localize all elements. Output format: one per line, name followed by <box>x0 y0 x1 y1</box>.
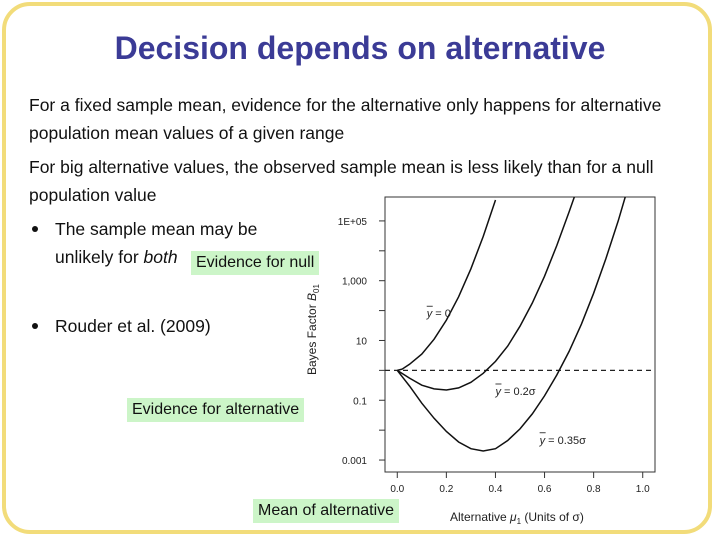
series-label-1: y = 0.2σ <box>494 386 535 398</box>
x-tick-label: 0.8 <box>587 484 601 495</box>
y-axis-label-sub: 01 <box>312 284 321 293</box>
series-line-1 <box>396 197 576 391</box>
slide-frame <box>2 2 712 534</box>
y-axis-label-text: Bayes Factor <box>305 301 319 375</box>
x-axis-label-text: Alternative <box>450 510 510 524</box>
y-axis: 0.001 0.1 10 1,000 1E+05 <box>338 217 385 467</box>
x-tick-label: 1.0 <box>636 484 650 495</box>
series-label-0: y = 0 <box>426 308 451 320</box>
y-axis-label: Bayes Factor B01 <box>305 284 321 375</box>
bayes-factor-chart: 0.0 0.2 0.4 0.6 0.8 1.0 0.001 0.1 10 1,000 1E+05 … <box>300 185 660 525</box>
y-axis-label-b: B <box>305 293 319 301</box>
x-axis: 0.0 0.2 0.4 0.6 0.8 1.0 <box>390 472 650 495</box>
series-group <box>396 197 627 452</box>
series-label-value: = 0.2σ <box>501 386 536 398</box>
slide-title: Decision depends on alternative <box>114 30 606 66</box>
paragraph-big-alternative: For big alternative values, the observed… <box>29 157 654 205</box>
callout-evidence-alternative: Evidence for alternative <box>127 398 305 422</box>
callout-mean-alternative: Mean of alternative <box>253 499 400 523</box>
x-axis-label-units: (Units of σ) <box>521 510 584 524</box>
x-tick-label: 0.0 <box>390 484 404 495</box>
plot-frame <box>384 196 656 473</box>
series-label-2: y = 0.35σ <box>539 435 586 447</box>
series-line-2 <box>396 197 627 452</box>
y-tick-label: 10 <box>356 336 368 347</box>
y-tick-label: 0.001 <box>342 456 367 467</box>
bullet-text: Rouder et al. (2009) <box>55 316 211 336</box>
y-tick-label: 0.1 <box>353 396 367 407</box>
series-label-value: = 0 <box>432 308 451 320</box>
x-axis-label: Alternative μ1 (Units of σ) <box>450 510 584 525</box>
x-tick-label: 0.4 <box>489 484 503 495</box>
series-line-0 <box>397 199 497 372</box>
chart-svg: 0.0 0.2 0.4 0.6 0.8 1.0 0.0010.1101,0001E+05 … <box>305 196 656 525</box>
bullet-dot <box>32 323 38 329</box>
callout-evidence-null: Evidence for null <box>191 251 320 275</box>
x-axis-label-sub: 1 <box>517 517 522 525</box>
series-label-value: = 0.35σ <box>545 435 586 447</box>
bullet-text: The sample mean may be unlikely for both <box>55 215 257 271</box>
x-axis-label-mu: μ <box>509 510 517 524</box>
series-labels: y = 0y = 0.2σy = 0.35σ <box>426 305 586 447</box>
bullet-line1: The sample mean may be <box>55 219 258 239</box>
bullet-dot <box>32 226 38 232</box>
series-label-var: y <box>426 308 434 320</box>
bullet-line2: unlikely for <box>55 247 144 267</box>
x-tick-label: 0.6 <box>538 484 552 495</box>
series-label-var: y <box>539 435 547 447</box>
paragraph-fixed-sample-mean: For a fixed sample mean, evidence for th… <box>29 95 662 143</box>
y-tick-label: 1,000 <box>342 277 367 288</box>
series-label-var: y <box>494 386 502 398</box>
x-tick-label: 0.2 <box>439 484 453 495</box>
y-tick-label: 1E+05 <box>338 217 368 228</box>
bullet-emphasis: both <box>143 247 178 267</box>
